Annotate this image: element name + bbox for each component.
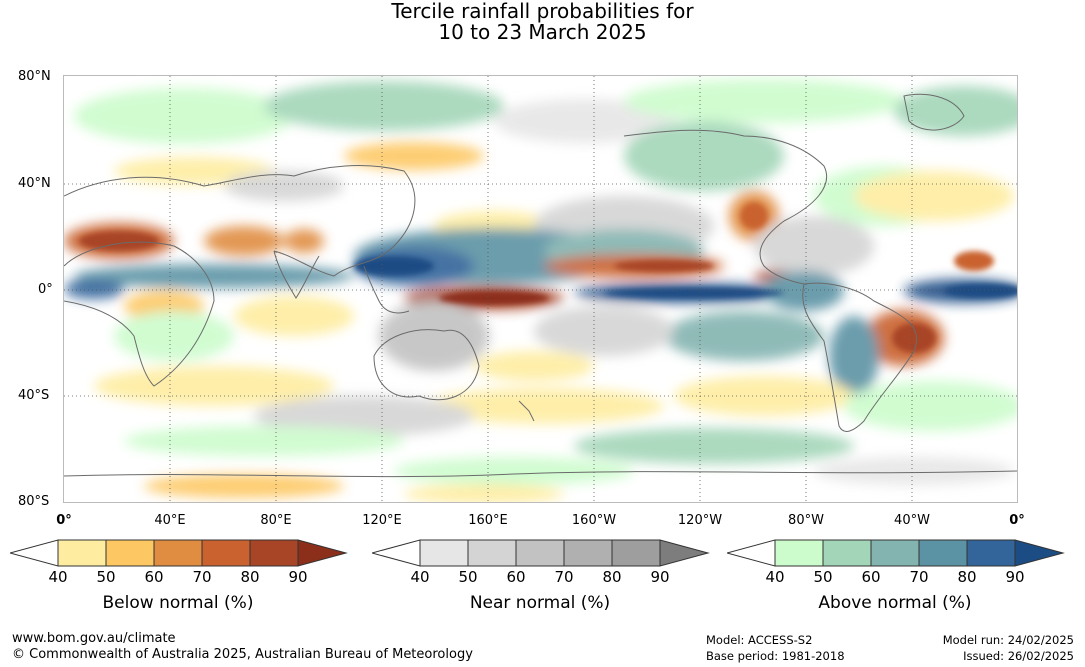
lon-label-40e: 40°E bbox=[154, 513, 186, 528]
lon-label-160e: 160°E bbox=[468, 513, 508, 528]
probability-patches bbox=[64, 79, 1017, 502]
legend-near-tick: 60 bbox=[506, 568, 526, 586]
legend-near-cell-4 bbox=[563, 539, 613, 567]
legend-above-tick: 70 bbox=[909, 568, 929, 586]
legend-near-normal-bar bbox=[372, 539, 710, 567]
legend-above-tick: 40 bbox=[765, 568, 785, 586]
legend-above-normal-bar bbox=[727, 539, 1065, 567]
legend-above-cell-0 bbox=[727, 539, 776, 567]
map-title-line-1: Tercile rainfall probabilities for bbox=[391, 0, 694, 23]
probability-map bbox=[63, 75, 1018, 503]
copyright-text: © Commonwealth of Australia 2025, Austra… bbox=[12, 647, 473, 662]
legend-above-cell-1 bbox=[774, 539, 824, 567]
legend-above-title: Above normal (%) bbox=[818, 593, 972, 613]
legend-below-cell-0 bbox=[10, 539, 59, 567]
legend-near-title: Near normal (%) bbox=[469, 593, 611, 613]
lon-label-0-right: 0° bbox=[1009, 513, 1025, 528]
legend-near-tick: 80 bbox=[602, 568, 622, 586]
legend-below-title: Below normal (%) bbox=[102, 593, 254, 613]
legend-below-tick: 40 bbox=[48, 568, 68, 586]
legend-above-tick: 50 bbox=[813, 568, 833, 586]
legend-below-cell-3 bbox=[153, 539, 203, 567]
legend-near-tick: 40 bbox=[410, 568, 430, 586]
lat-label-0: 0° bbox=[38, 282, 53, 297]
lon-label-40w: 40°W bbox=[894, 513, 930, 528]
legend-near-tick: 50 bbox=[458, 568, 478, 586]
legend-near-cell-1 bbox=[419, 539, 469, 567]
legend-below-cell-4 bbox=[201, 539, 251, 567]
legend-above-cell-3 bbox=[870, 539, 920, 567]
legend-above-cell-2 bbox=[822, 539, 872, 567]
strong-anomaly-features bbox=[79, 202, 1017, 353]
legend-below-cell-1 bbox=[57, 539, 107, 567]
legend-below-cell-6 bbox=[297, 539, 348, 567]
legend-below-tick: 60 bbox=[144, 568, 164, 586]
legend-above-cell-5 bbox=[966, 539, 1016, 567]
legend-below-tick: 90 bbox=[288, 568, 308, 586]
legend-above-normal bbox=[727, 538, 1067, 568]
lon-label-160w: 160°W bbox=[571, 513, 617, 528]
model-run-date: Model run: 24/02/2025 bbox=[942, 633, 1074, 647]
map-title-line-2: 10 to 23 March 2025 bbox=[438, 20, 647, 44]
legend-above-tick: 80 bbox=[957, 568, 977, 586]
lon-label-120w: 120°W bbox=[677, 513, 723, 528]
lon-label-0-left: 0° bbox=[56, 513, 72, 528]
lat-label-40n: 40°N bbox=[18, 176, 51, 191]
legend-below-tick: 70 bbox=[192, 568, 212, 586]
legend-near-cell-5 bbox=[611, 539, 661, 567]
legend-above-cell-4 bbox=[918, 539, 968, 567]
legend-near-normal bbox=[372, 538, 712, 568]
legend-below-cell-2 bbox=[105, 539, 155, 567]
legend-below-normal-bar bbox=[10, 539, 348, 567]
issued-date: Issued: 26/02/2025 bbox=[963, 649, 1074, 663]
legend-below-cell-5 bbox=[249, 539, 299, 567]
legend-below-tick: 80 bbox=[240, 568, 260, 586]
base-period: Base period: 1981-2018 bbox=[706, 649, 845, 663]
legend-near-cell-0 bbox=[372, 539, 421, 567]
legend-above-tick: 60 bbox=[861, 568, 881, 586]
legend-near-cell-3 bbox=[515, 539, 565, 567]
legend-below-normal bbox=[10, 538, 350, 568]
lon-label-80w: 80°W bbox=[788, 513, 824, 528]
legend-below-tick: 50 bbox=[96, 568, 116, 586]
lat-label-80s: 80°S bbox=[18, 494, 50, 509]
probability-map-graphic bbox=[64, 76, 1017, 502]
legend-near-cell-6 bbox=[659, 539, 710, 567]
lat-label-40s: 40°S bbox=[18, 388, 50, 403]
coastlines bbox=[64, 93, 1017, 478]
lon-label-80e: 80°E bbox=[260, 513, 292, 528]
legend-near-tick: 90 bbox=[650, 568, 670, 586]
website-link[interactable]: www.bom.gov.au/climate bbox=[12, 631, 176, 646]
legend-near-cell-2 bbox=[467, 539, 517, 567]
legend-above-tick: 90 bbox=[1005, 568, 1025, 586]
lat-label-80n: 80°N bbox=[18, 69, 51, 84]
legend-above-cell-6 bbox=[1014, 539, 1065, 567]
legend-near-tick: 70 bbox=[554, 568, 574, 586]
lon-label-120e: 120°E bbox=[362, 513, 402, 528]
graticule bbox=[64, 76, 1017, 502]
model-name: Model: ACCESS-S2 bbox=[706, 633, 813, 647]
